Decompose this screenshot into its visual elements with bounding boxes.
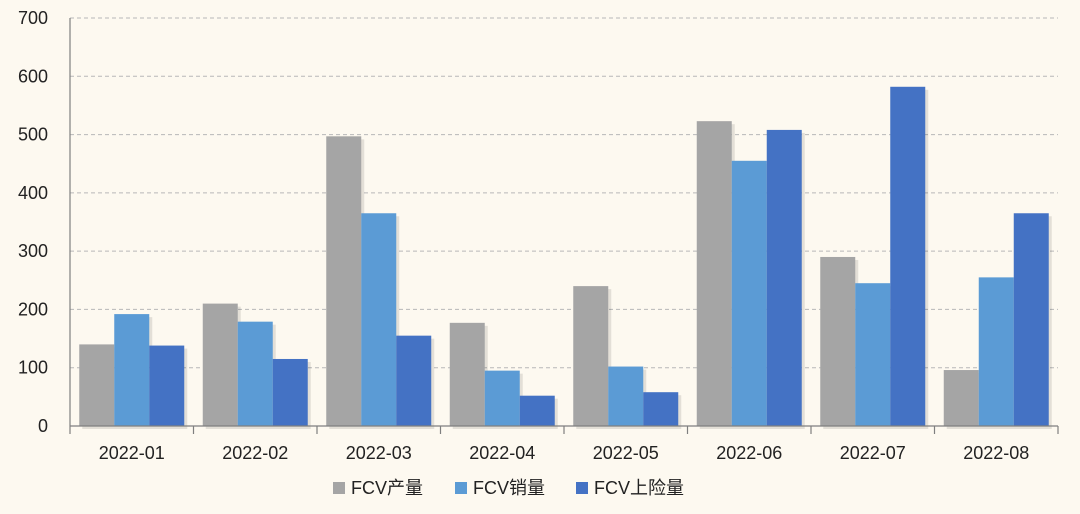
axes-layer: 0 100 200 300 400 500 600 700 2022-01 2022-02 2022… <box>18 8 1059 463</box>
bar-FCV上险量-2022-02 <box>272 358 308 426</box>
bar-FCV产量-2022-06 <box>696 121 732 426</box>
x-tick-label: 2022-08 <box>963 443 1029 463</box>
bars-layer <box>79 86 1052 430</box>
bar-FCV产量-2022-04 <box>449 322 485 426</box>
bar-FCV上险量-2022-01 <box>149 345 185 426</box>
legend: FCV产量 FCV销量 FCV上险量 <box>333 478 684 498</box>
bar-FCV产量-2022-01 <box>79 344 115 426</box>
bar-FCV产量-2022-02 <box>202 303 238 426</box>
y-tick-label: 100 <box>18 358 48 378</box>
legend-label: FCV产量 <box>351 478 423 498</box>
y-tick-label: 200 <box>18 299 48 319</box>
bar-FCV产量-2022-03 <box>326 136 362 426</box>
legend-item: FCV上险量 <box>576 478 684 498</box>
bar-FCV销量-2022-08 <box>978 277 1014 426</box>
legend-label: FCV上险量 <box>594 478 684 498</box>
bar-FCV销量-2022-02 <box>237 321 273 426</box>
bar-FCV销量-2022-06 <box>731 160 767 427</box>
x-tick-label: 2022-02 <box>222 443 288 463</box>
x-tick-label: 2022-05 <box>593 443 659 463</box>
x-tick-label: 2022-06 <box>716 443 782 463</box>
bar-FCV产量-2022-07 <box>820 256 856 426</box>
legend-item: FCV产量 <box>333 478 423 498</box>
x-tick-label: 2022-07 <box>840 443 906 463</box>
legend-label: FCV销量 <box>473 478 545 498</box>
bar-FCV销量-2022-03 <box>361 213 397 426</box>
x-tick-label: 2022-01 <box>99 443 165 463</box>
bar-FCV产量-2022-05 <box>573 286 609 426</box>
bar-FCV销量-2022-04 <box>484 370 520 426</box>
bar-FCV销量-2022-07 <box>855 283 891 426</box>
legend-swatch <box>576 482 588 494</box>
y-tick-label: 0 <box>38 416 48 436</box>
bar-FCV销量-2022-01 <box>114 314 150 426</box>
y-tick-label: 400 <box>18 183 48 203</box>
x-tick-label: 2022-04 <box>469 443 535 463</box>
bar-FCV上险量-2022-03 <box>396 335 432 426</box>
legend-item: FCV销量 <box>455 478 545 498</box>
bar-FCV上险量-2022-06 <box>766 129 802 426</box>
legend-swatch <box>333 482 345 494</box>
y-tick-label: 600 <box>18 66 48 86</box>
bar-FCV产量-2022-08 <box>943 370 979 426</box>
bar-FCV销量-2022-05 <box>608 366 644 426</box>
bar-FCV上险量-2022-07 <box>890 86 926 426</box>
bar-FCV上险量-2022-05 <box>643 392 679 426</box>
y-tick-label: 300 <box>18 241 48 261</box>
x-tick-label: 2022-03 <box>346 443 412 463</box>
bar-FCV上险量-2022-08 <box>1013 213 1049 426</box>
y-tick-label: 700 <box>18 8 48 28</box>
bar-FCV上险量-2022-04 <box>519 395 555 426</box>
legend-swatch <box>455 482 467 494</box>
y-tick-label: 500 <box>18 125 48 145</box>
